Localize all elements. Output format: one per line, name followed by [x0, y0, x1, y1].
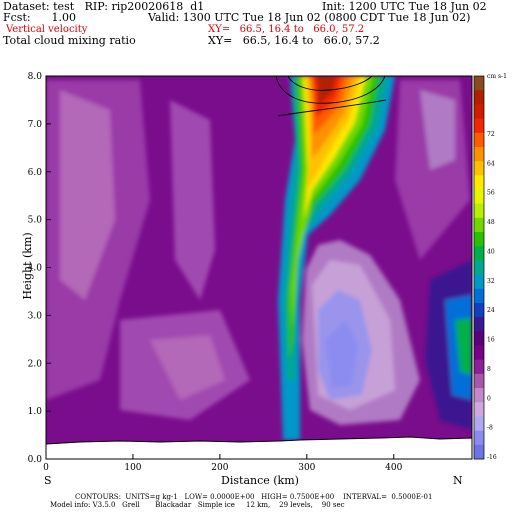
colorbar-swatch: [474, 104, 484, 120]
valid-line: Valid: 1300 UTC Tue 18 Jun 02 (0800 CDT …: [148, 11, 471, 24]
y-tick-label: 7.0: [28, 120, 43, 130]
x-tick-label: 300: [298, 463, 315, 473]
x-tick-label: 200: [211, 463, 228, 473]
colorbar-swatch: [474, 317, 484, 332]
colorbar-swatch: [474, 430, 484, 446]
y-tick-label: 4.0: [28, 264, 43, 274]
colorbar-swatch: [474, 402, 484, 417]
colorbar-swatch: [474, 118, 484, 134]
colorbar-swatch: [474, 76, 484, 91]
colorbar-tick-label: 0: [487, 395, 491, 402]
cloud-contour-lower: [277, 99, 387, 117]
colorbar-swatch: [474, 302, 484, 318]
y-tick-label: 8.0: [28, 72, 43, 82]
colorbar-swatch: [474, 189, 484, 205]
colorbar-tick-label: 72: [487, 131, 495, 138]
colorbar-tick-label: -16: [487, 454, 497, 461]
colorbar-swatch: [474, 288, 484, 304]
x-axis-label: Distance (km): [221, 474, 299, 487]
colorbar-swatch: [474, 331, 484, 347]
y-axis-label: Height (km): [21, 232, 34, 299]
colorbar-tick-label: 40: [487, 248, 495, 255]
colorbar-tick-label: -8: [487, 425, 493, 432]
x-tick-label: 400: [385, 463, 402, 473]
colorbar-units: cm s-1: [487, 73, 507, 80]
dataset-line: Dataset: test RIP: rip20020618 d1: [3, 0, 205, 13]
init-line: Init: 1200 UTC Tue 18 Jun 02: [322, 0, 487, 13]
field1-label: Vertical velocity: [6, 24, 88, 35]
colorbar-tick-label: 16: [487, 337, 495, 344]
field2-label: Total cloud mixing ratio: [3, 34, 136, 47]
cloud-contour-upper: [275, 76, 386, 104]
colorbar-tick-label: 32: [487, 278, 495, 285]
colorbar-swatch: [474, 246, 484, 261]
colorbar-swatch: [474, 175, 484, 190]
colorbar-swatch: [474, 359, 484, 375]
north-label: N: [453, 474, 463, 487]
y-tick-label: 1.0: [28, 407, 43, 417]
contours-line: CONTOURS: UNITS=g kg-1 LOW= 0.0000E+00 H…: [75, 493, 433, 501]
field1-xy: XY= 66.5, 16.4 to 66.0, 57.2: [208, 24, 365, 35]
colorbar-swatch: [474, 203, 484, 219]
field-shading: [46, 76, 472, 440]
colorbar-tick-label: 64: [487, 160, 495, 167]
colorbar-frame: [473, 75, 485, 460]
x-tick-label: 0: [43, 463, 49, 473]
x-tick-label: 100: [124, 463, 141, 473]
colorbar-swatch: [474, 416, 484, 432]
colorbar-swatch: [474, 161, 484, 176]
colorbar-swatch: [474, 373, 484, 389]
terrain: [46, 436, 472, 459]
colorbar-swatch: [474, 260, 484, 276]
field2-xy: XY= 66.5, 16.4 to 66.0, 57.2: [208, 34, 380, 47]
y-tick-label: 6.0: [28, 168, 43, 178]
colorbar-tick-label: 24: [487, 307, 495, 314]
cloud-contour-inner: [287, 76, 373, 91]
model-info-line: Model info: V3.5.0 Grell Blackadar Simpl…: [50, 501, 345, 509]
y-tick-label: 3.0: [28, 311, 43, 321]
south-label: S: [44, 474, 52, 487]
colorbar-swatch: [474, 388, 484, 403]
colorbar-swatch: [474, 132, 484, 148]
colorbar-swatch: [474, 146, 484, 162]
y-tick-label: 0.0: [28, 455, 43, 465]
colorbar-swatch: [474, 345, 484, 361]
fcst-line: Fcst: 1.00: [3, 11, 77, 24]
colorbar-swatch: [474, 444, 484, 460]
y-tick-label: 5.0: [28, 216, 43, 226]
colorbar-tick-label: 48: [487, 219, 495, 226]
colorbar-swatch: [474, 232, 484, 247]
colorbar-swatch: [474, 217, 484, 233]
y-tick-label: 2.0: [28, 359, 43, 369]
colorbar-tick-label: 56: [487, 190, 495, 197]
colorbar-swatch: [474, 90, 484, 105]
colorbar-tick-label: 8: [487, 366, 491, 373]
colorbar-swatch: [474, 274, 484, 290]
